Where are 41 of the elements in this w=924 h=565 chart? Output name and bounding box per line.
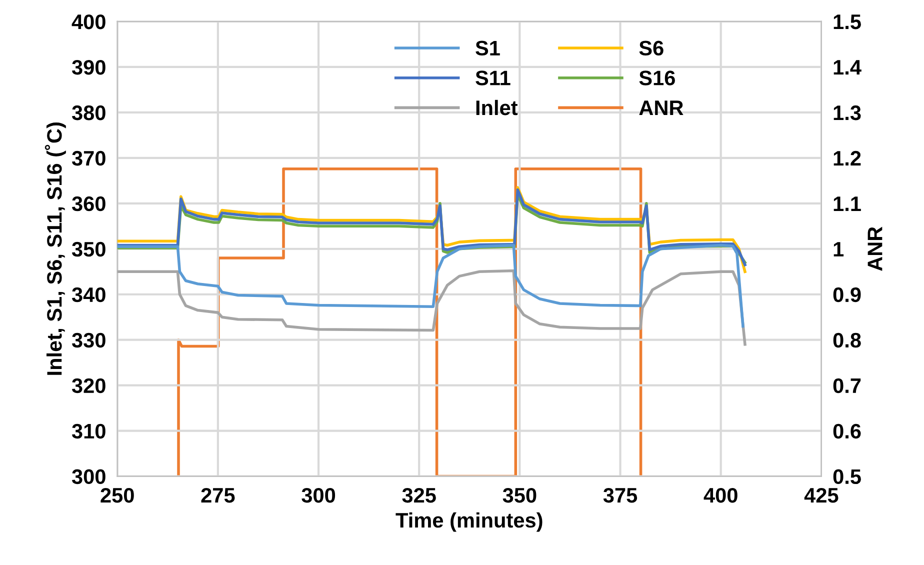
y2-tick-label: 0.5 (833, 469, 861, 484)
y-tick-label: 330 (72, 332, 106, 348)
y2-tick-label: 1.4 (834, 60, 862, 74)
x-tick-label: 325 (402, 488, 436, 503)
y2-tick-label: 1.2 (834, 150, 861, 166)
y-tick-label: 370 (72, 150, 106, 166)
y2-tick-label: 1.1 (834, 196, 861, 211)
legend-label: S11 (476, 70, 510, 86)
line-series (117, 244, 744, 328)
y2-tick-label: 0.7 (833, 378, 861, 394)
y-tick-label: 300 (72, 469, 106, 484)
y-tick-label: 400 (72, 14, 106, 30)
x-tick-label: 300 (302, 488, 336, 503)
x-tick-label: 425 (804, 488, 838, 503)
y2-tick-label: 1.3 (834, 105, 861, 120)
line-series (117, 269, 746, 346)
x-tick-label: 375 (603, 488, 638, 503)
y-tick-label: 310 (72, 424, 106, 439)
x-tick-label: 400 (704, 488, 738, 503)
y2-tick-label: 0.6 (833, 424, 861, 439)
legend-label: S16 (639, 70, 675, 86)
y-tick-label: 320 (72, 378, 106, 394)
x-tick-label: 250 (100, 488, 134, 503)
y-tick-label: 340 (72, 287, 106, 302)
y2-tick-label: 0.8 (833, 332, 861, 348)
y2-tick-label: 1.5 (834, 14, 861, 30)
y-tick-label: 390 (72, 60, 106, 75)
y-tick-label: 360 (72, 196, 106, 212)
y2-axis-title: ANR (868, 226, 882, 271)
x-tick-label: 275 (201, 488, 235, 503)
x-axis-title: Time (minutes) (396, 512, 542, 532)
y-tick-label: 380 (72, 105, 106, 120)
y2-tick-label: 1 (834, 242, 844, 256)
legend-label: S1 (476, 40, 500, 56)
legend-label: ANR (639, 100, 684, 115)
y2-tick-label: 0.9 (833, 287, 861, 302)
y-tick-label: 350 (72, 242, 106, 257)
legend-label: Inlet (476, 100, 518, 116)
y-axis-title: Inlet, S1, S6, S11, S16 (˚C) (44, 122, 66, 375)
legend-label: S6 (639, 40, 664, 56)
x-tick-label: 350 (502, 488, 536, 503)
